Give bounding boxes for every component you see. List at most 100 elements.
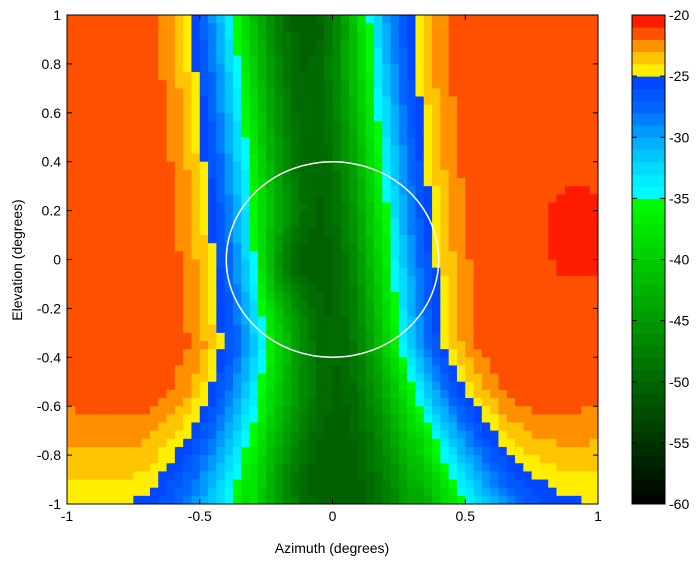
heatmap-cell [315,80,325,89]
heatmap-cell [407,332,417,342]
heatmap-cell [382,341,392,350]
heatmap-cell [581,178,591,187]
heatmap-cell [241,422,251,432]
heatmap-cell [556,129,566,138]
heatmap-cell [490,31,500,41]
heatmap-cell [174,389,184,399]
heatmap-cell [125,145,134,155]
heatmap-cell [465,398,475,407]
heatmap-cell [382,357,392,367]
heatmap-cell [100,389,110,399]
heatmap-cell [407,47,417,57]
heatmap-cell [340,235,350,244]
heatmap-cell [432,446,441,456]
heatmap-cell [390,479,400,489]
heatmap-cell [315,202,325,212]
heatmap-cell [299,455,309,464]
heatmap-cell [473,194,483,204]
heatmap-cell [149,169,159,179]
heatmap-cell [465,112,475,122]
heatmap-cell [539,129,549,138]
heatmap-cell [158,112,168,122]
heatmap-cell [83,186,93,195]
heatmap-cell [241,80,251,89]
heatmap-cell [365,186,375,195]
heatmap-cell [307,381,317,391]
heatmap-cell [432,39,441,49]
heatmap-cell [282,120,292,130]
heatmap-cell [67,308,76,318]
heatmap-cell [564,243,574,252]
heatmap-cell [216,161,226,171]
heatmap-cell [373,357,383,367]
heatmap-cell [415,332,425,342]
heatmap-cell [490,471,500,481]
heatmap-cell [67,349,76,358]
heatmap-cell [199,202,209,212]
heatmap-cell [373,31,383,41]
heatmap-cell [216,145,226,155]
heatmap-cell [581,96,591,106]
heatmap-cell [357,129,367,138]
colorbar-segment [632,198,665,212]
heatmap-cell [481,161,491,171]
heatmap-cell [75,357,85,367]
heatmap-cell [116,23,126,32]
heatmap-cell [125,251,134,261]
heatmap-cell [266,308,276,318]
heatmap-cell [315,438,325,448]
heatmap-cell [83,96,93,106]
heatmap-cell [340,487,350,497]
heatmap-cell [224,398,234,407]
heatmap-cell [257,210,267,220]
heatmap-cell [332,438,342,448]
heatmap-cell [349,39,358,49]
heatmap-cell [307,145,317,155]
heatmap-cell [548,283,558,293]
heatmap-cell [556,308,566,318]
heatmap-cell [249,471,259,481]
heatmap-cell [465,341,475,350]
colorbar-segment [632,51,665,65]
heatmap-cell [324,129,334,138]
heatmap-cell [382,47,392,57]
heatmap-cell [340,430,350,440]
heatmap-cell [448,169,458,179]
heatmap-cell [125,31,134,41]
heatmap-cell [216,226,226,236]
heatmap-cell [332,406,342,415]
heatmap-cell [456,300,466,309]
heatmap-cell [564,324,574,334]
heatmap-cell [208,169,217,179]
heatmap-cell [208,251,217,261]
heatmap-cell [257,430,267,440]
heatmap-cell [365,471,375,481]
heatmap-cell [266,31,276,41]
heatmap-cell [432,15,441,24]
heatmap-cell [365,487,375,497]
heatmap-cell [274,161,284,171]
heatmap-cell [199,226,209,236]
heatmap-cell [531,88,541,98]
heatmap-cell [373,23,383,32]
heatmap-cell [266,23,276,32]
heatmap-cell [224,243,234,252]
heatmap-cell [199,23,209,32]
heatmap-cell [116,31,126,41]
heatmap-cell [91,218,101,228]
heatmap-cell [158,96,168,106]
heatmap-cell [307,120,317,130]
heatmap-cell [199,414,209,424]
heatmap-cell [299,438,309,448]
heatmap-cell [232,169,242,179]
heatmap-cell [398,210,408,220]
heatmap-cell [274,381,284,391]
heatmap-cell [564,373,574,383]
heatmap-cell [83,235,93,244]
heatmap-cell [125,39,134,49]
heatmap-cell [473,235,483,244]
heatmap-cell [589,308,598,318]
heatmap-cell [257,153,267,163]
heatmap-cell [266,88,276,98]
heatmap-cell [324,479,334,489]
